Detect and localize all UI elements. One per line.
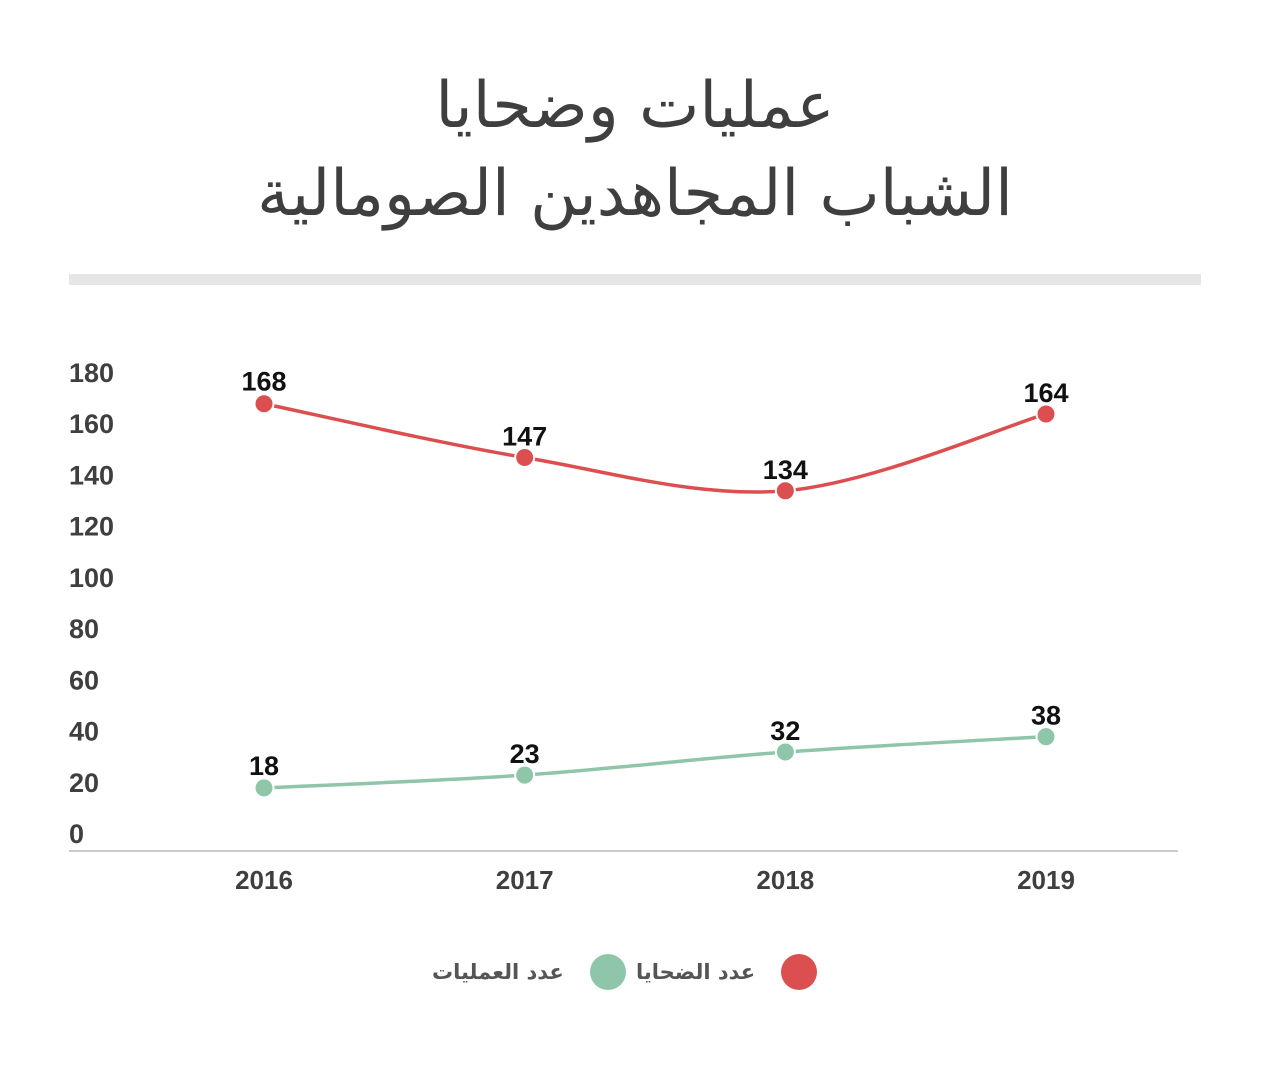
data-label: 23 — [510, 739, 540, 769]
chart-title-line-2: الشباب المجاهدين الصومالية — [257, 157, 1013, 231]
x-tick-label: 2018 — [756, 865, 814, 895]
data-label: 18 — [249, 751, 279, 781]
data-point-casualties — [514, 447, 536, 469]
y-tick-label: 160 — [69, 409, 114, 439]
title-divider — [69, 274, 1201, 285]
data-label: 164 — [1023, 378, 1068, 408]
data-label: 168 — [241, 367, 286, 397]
data-point-operations — [1035, 726, 1057, 748]
data-point-casualties — [1035, 403, 1057, 425]
legend-swatch-casualties — [781, 954, 818, 990]
data-point-operations — [514, 764, 536, 786]
data-label: 134 — [763, 455, 808, 485]
chart-title: عمليات وضحايا الشباب المجاهدين الصومالية — [0, 62, 1270, 238]
data-point-operations — [253, 777, 275, 799]
data-label: 32 — [770, 716, 800, 746]
data-label: 147 — [502, 422, 547, 452]
y-tick-label: 20 — [69, 768, 99, 798]
chart-title-line-1: عمليات وضحايا — [435, 69, 835, 143]
data-label: 38 — [1031, 701, 1061, 731]
y-tick-label: 100 — [69, 563, 114, 593]
legend-label-operations: عدد العمليات — [432, 960, 564, 984]
legend-label-casualties: عدد الضحايا — [636, 960, 756, 984]
data-point-casualties — [774, 480, 796, 502]
y-tick-label: 0 — [69, 819, 84, 849]
series-line-casualties — [262, 401, 1048, 494]
data-point-operations — [774, 741, 796, 763]
y-tick-label: 120 — [69, 512, 114, 542]
y-tick-label: 40 — [69, 717, 99, 747]
legend-item-casualties: عدد الضحايا — [636, 950, 818, 994]
y-tick-label: 140 — [69, 460, 114, 490]
y-tick-label: 80 — [69, 614, 99, 644]
x-tick-label: 2016 — [235, 865, 293, 895]
y-tick-label: 60 — [69, 665, 99, 695]
data-point-casualties — [253, 393, 275, 415]
legend-item-operations: عدد العمليات — [432, 950, 626, 994]
series-line-operations — [262, 734, 1048, 790]
chart-legend: عدد الضحايا عدد العمليات — [0, 950, 1270, 994]
legend-swatch-operations — [589, 954, 626, 990]
x-tick-label: 2017 — [496, 865, 554, 895]
y-tick-label: 180 — [69, 358, 114, 388]
x-tick-label: 2019 — [1017, 865, 1075, 895]
